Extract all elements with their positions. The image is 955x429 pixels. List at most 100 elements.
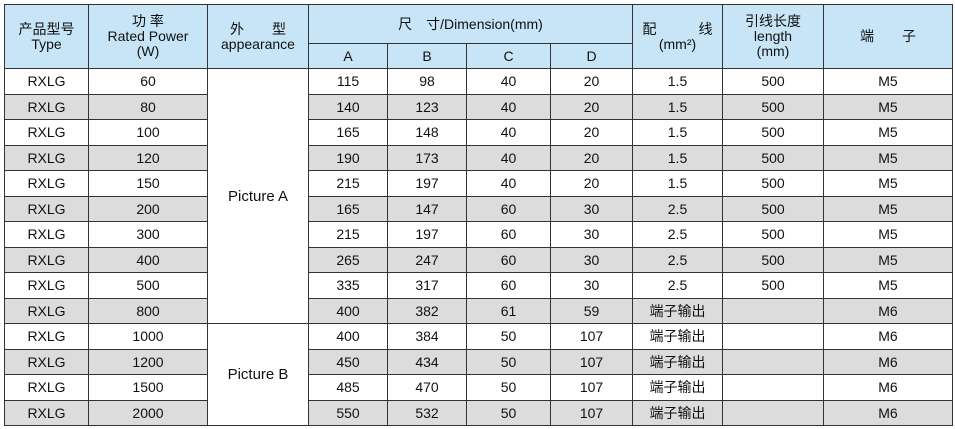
cell-wire: 2.5 [632,221,723,248]
cell-wire: 端子输出 [632,348,723,375]
cell-dim-a: 190 [308,144,388,171]
cell-dim-d: 20 [550,68,633,95]
cell-power: 800 [88,297,208,324]
cell-wire: 2.5 [632,272,723,299]
cell-length: 500 [722,93,824,120]
cell-wire: 2.5 [632,195,723,222]
table-row: RXLG 80 140 123 40 20 1.5 500 M5 [4,93,953,120]
cell-type: RXLG [4,246,89,273]
cell-dim-d: 107 [550,374,633,401]
cell-terminal: M6 [823,348,953,375]
header-terminal: 端 子 [823,4,953,69]
cell-dim-b: 123 [387,93,467,120]
cell-type: RXLG [4,68,89,95]
cell-dim-a: 215 [308,221,388,248]
cell-dim-a: 165 [308,195,388,222]
table-row: RXLG 1200 450 434 50 107 端子输出 M6 [4,348,953,375]
cell-dim-c: 40 [466,119,551,146]
cell-terminal: M5 [823,119,953,146]
cell-dim-c: 50 [466,348,551,375]
cell-dim-b: 173 [387,144,467,171]
spec-table: 产品型号 Type 功 率 Rated Power (W) 外 型 appearance… [4,4,953,426]
appearance-cell: Picture B [207,323,309,426]
cell-wire: 1.5 [632,170,723,197]
cell-terminal: M5 [823,272,953,299]
header-dimension: 尺 寸/Dimension(mm) [308,4,633,44]
cell-type: RXLG [4,399,89,426]
cell-dim-a: 215 [308,170,388,197]
cell-dim-c: 60 [466,195,551,222]
cell-dim-d: 20 [550,144,633,171]
cell-length: 500 [722,144,824,171]
cell-type: RXLG [4,119,89,146]
cell-dim-d: 107 [550,348,633,375]
cell-power: 300 [88,221,208,248]
cell-dim-c: 60 [466,221,551,248]
cell-dim-d: 107 [550,323,633,350]
cell-terminal: M6 [823,323,953,350]
cell-dim-d: 20 [550,93,633,120]
cell-dim-a: 450 [308,348,388,375]
cell-type: RXLG [4,93,89,120]
cell-dim-b: 147 [387,195,467,222]
cell-dim-c: 50 [466,374,551,401]
cell-type: RXLG [4,374,89,401]
cell-dim-b: 197 [387,221,467,248]
cell-length [722,323,824,350]
cell-dim-c: 60 [466,272,551,299]
cell-power: 400 [88,246,208,273]
header-length: 引线长度 length (mm) [722,4,824,69]
cell-dim-a: 265 [308,246,388,273]
cell-type: RXLG [4,297,89,324]
cell-length [722,374,824,401]
cell-length: 500 [722,68,824,95]
cell-length [722,297,824,324]
cell-dim-b: 434 [387,348,467,375]
cell-dim-d: 30 [550,221,633,248]
header-appearance: 外 型 appearance [207,4,309,69]
cell-dim-b: 317 [387,272,467,299]
header-dim-c: C [466,43,551,69]
cell-dim-c: 61 [466,297,551,324]
table-row: RXLG 1500 485 470 50 107 端子输出 M6 [4,374,953,401]
cell-dim-b: 197 [387,170,467,197]
table-row: RXLG 200 165 147 60 30 2.5 500 M5 [4,195,953,222]
cell-dim-b: 384 [387,323,467,350]
cell-dim-b: 382 [387,297,467,324]
cell-power: 1500 [88,374,208,401]
cell-wire: 1.5 [632,119,723,146]
cell-type: RXLG [4,195,89,222]
cell-dim-d: 107 [550,399,633,426]
table-row: RXLG 500 335 317 60 30 2.5 500 M5 [4,272,953,299]
cell-wire: 端子输出 [632,297,723,324]
cell-terminal: M6 [823,374,953,401]
cell-dim-c: 50 [466,323,551,350]
cell-wire: 1.5 [632,68,723,95]
table-row: RXLG 60 Picture A 115 98 40 20 1.5 500 M5 [4,68,953,324]
cell-wire: 端子输出 [632,399,723,426]
cell-terminal: M5 [823,144,953,171]
cell-type: RXLG [4,221,89,248]
cell-dim-c: 50 [466,399,551,426]
cell-length: 500 [722,170,824,197]
cell-dim-a: 165 [308,119,388,146]
cell-length: 500 [722,221,824,248]
cell-length: 500 [722,195,824,222]
cell-wire: 2.5 [632,246,723,273]
cell-dim-a: 485 [308,374,388,401]
cell-wire: 端子输出 [632,374,723,401]
cell-power: 1200 [88,348,208,375]
cell-dim-d: 59 [550,297,633,324]
table-row: RXLG 1000 Picture B 400 384 50 107 端子输出 M6 [4,323,953,426]
table-row: RXLG 100 165 148 40 20 1.5 500 M5 [4,119,953,146]
table-row: RXLG 120 190 173 40 20 1.5 500 M5 [4,144,953,171]
cell-power: 200 [88,195,208,222]
cell-length: 500 [722,246,824,273]
cell-dim-c: 60 [466,246,551,273]
header-power: 功 率 Rated Power (W) [88,4,208,69]
cell-dim-b: 247 [387,246,467,273]
cell-terminal: M6 [823,399,953,426]
cell-power: 2000 [88,399,208,426]
cell-power: 80 [88,93,208,120]
table-row: RXLG 300 215 197 60 30 2.5 500 M5 [4,221,953,248]
